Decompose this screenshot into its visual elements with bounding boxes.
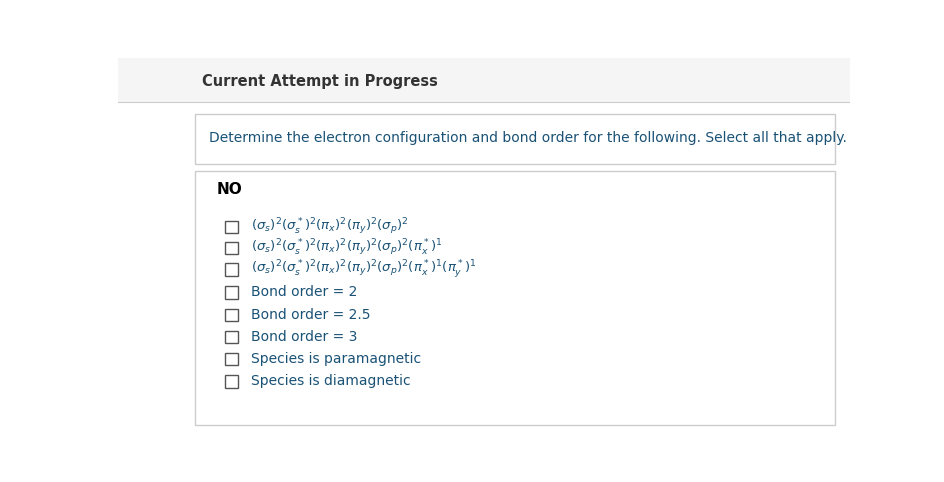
Text: $({\sigma}_s)^2({\sigma}_s^*)^2({\pi}_x)^2({\pi}_y)^2({\sigma}_p)^2({\pi}_x^*)^1: $({\sigma}_s)^2({\sigma}_s^*)^2({\pi}_x)… bbox=[251, 258, 477, 281]
Text: Current Attempt in Progress: Current Attempt in Progress bbox=[202, 74, 438, 90]
FancyBboxPatch shape bbox=[225, 221, 238, 233]
FancyBboxPatch shape bbox=[225, 242, 238, 254]
FancyBboxPatch shape bbox=[194, 171, 834, 425]
Text: Determine the electron configuration and bond order for the following. Select al: Determine the electron configuration and… bbox=[210, 131, 848, 145]
FancyBboxPatch shape bbox=[225, 308, 238, 321]
Text: Species is diamagnetic: Species is diamagnetic bbox=[251, 375, 411, 388]
FancyBboxPatch shape bbox=[225, 331, 238, 343]
Text: $({\sigma}_s)^2({\sigma}_s^*)^2({\pi}_x)^2({\pi}_y)^2({\sigma}_p)^2$: $({\sigma}_s)^2({\sigma}_s^*)^2({\pi}_x)… bbox=[251, 216, 409, 237]
FancyBboxPatch shape bbox=[118, 58, 850, 102]
FancyBboxPatch shape bbox=[194, 113, 834, 163]
FancyBboxPatch shape bbox=[225, 286, 238, 298]
FancyBboxPatch shape bbox=[225, 375, 238, 388]
Text: Bond order = 3: Bond order = 3 bbox=[251, 330, 358, 344]
Text: Species is paramagnetic: Species is paramagnetic bbox=[251, 352, 421, 366]
Text: Bond order = 2: Bond order = 2 bbox=[251, 285, 358, 299]
Text: NO: NO bbox=[217, 182, 243, 197]
Text: Bond order = 2.5: Bond order = 2.5 bbox=[251, 308, 371, 321]
FancyBboxPatch shape bbox=[225, 353, 238, 365]
FancyBboxPatch shape bbox=[225, 263, 238, 276]
Text: $({\sigma}_s)^2({\sigma}_s^*)^2({\pi}_x)^2({\pi}_y)^2({\sigma}_p)^2({\pi}_x^*)^1: $({\sigma}_s)^2({\sigma}_s^*)^2({\pi}_x)… bbox=[251, 238, 443, 258]
